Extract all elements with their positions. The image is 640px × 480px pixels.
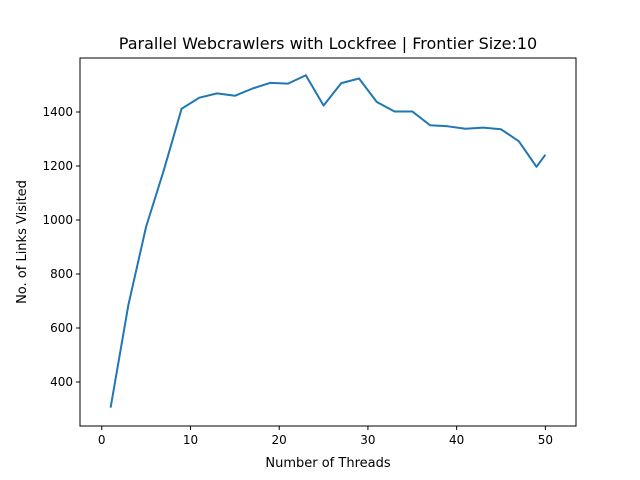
axes-frame [79, 57, 577, 427]
y-tick-label: 400 [50, 375, 73, 389]
x-tick-label: 20 [272, 433, 287, 447]
x-axis-label: Number of Threads [265, 456, 390, 471]
y-axis: 400 600 800 1000 1200 1400 [42, 105, 80, 389]
plot-area: 0 10 20 30 40 50 400 600 800 1000 1200 1400 [42, 57, 577, 447]
y-axis-label: No. of Links Visited [15, 180, 30, 304]
y-tick-label: 600 [50, 321, 73, 335]
x-tick-label: 40 [449, 433, 464, 447]
y-tick-label: 1400 [42, 105, 73, 119]
chart-title: Parallel Webcrawlers with Lockfree | Fro… [119, 34, 537, 53]
x-tick-label: 50 [538, 433, 553, 447]
x-axis: 0 10 20 30 40 50 [98, 426, 553, 447]
series-line [109, 74, 547, 408]
y-tick-label: 1200 [42, 159, 73, 173]
y-tick-label: 800 [50, 267, 73, 281]
x-tick-label: 0 [98, 433, 106, 447]
y-tick-label: 1000 [42, 213, 73, 227]
x-tick-label: 30 [360, 433, 375, 447]
x-tick-label: 10 [183, 433, 198, 447]
